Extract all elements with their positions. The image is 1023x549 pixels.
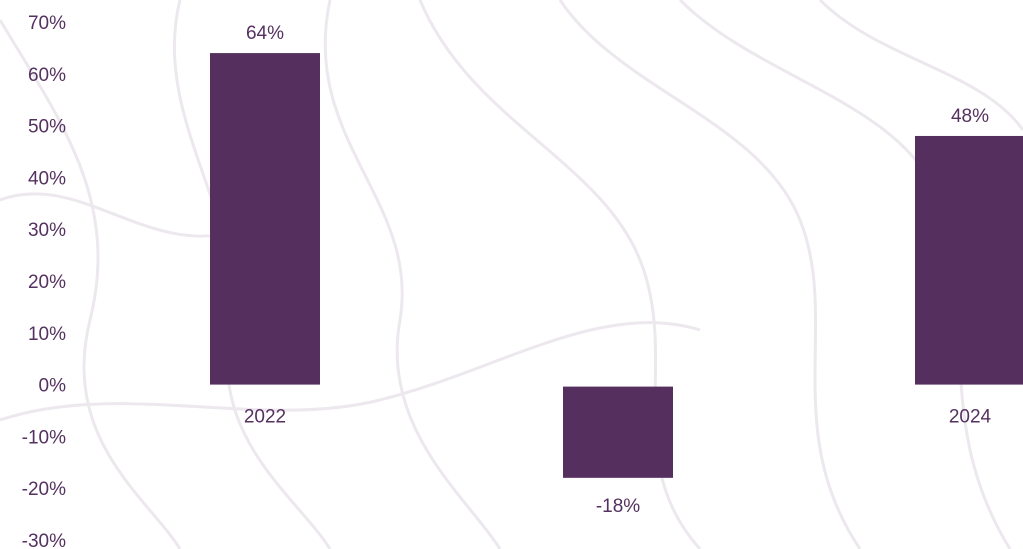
y-tick-label: 70% bbox=[28, 13, 66, 34]
y-tick-label: -30% bbox=[22, 531, 66, 549]
bar bbox=[915, 135, 1023, 385]
background-curve bbox=[558, 0, 862, 549]
y-tick-label: -10% bbox=[22, 427, 66, 448]
value-labels: 64% -18% 48% bbox=[246, 23, 989, 517]
background-curve bbox=[0, 192, 241, 238]
y-tick-label: 30% bbox=[28, 220, 66, 241]
y-tick-label: 0% bbox=[39, 376, 67, 397]
data-label: 48% bbox=[951, 106, 989, 127]
data-label: -18% bbox=[596, 496, 640, 517]
y-tick-label: 10% bbox=[28, 324, 66, 345]
y-tick-label: 60% bbox=[28, 65, 66, 86]
y-tick-label: -20% bbox=[22, 479, 66, 500]
category-labels: 2022 2024 bbox=[244, 407, 992, 428]
bars bbox=[210, 53, 1023, 478]
y-axis: 70% 60% 50% 40% 30% 20% 10% 0% -10% -20% -30% bbox=[22, 13, 66, 549]
y-tick-label: 50% bbox=[28, 117, 66, 138]
data-label: 64% bbox=[246, 23, 284, 44]
x-tick-label: 2022 bbox=[244, 407, 286, 428]
background-curve bbox=[0, 321, 701, 422]
bar bbox=[563, 386, 673, 478]
background-curve bbox=[0, 19, 182, 549]
background-curve bbox=[323, 0, 502, 549]
bar bbox=[210, 53, 320, 385]
x-tick-label: 2024 bbox=[949, 407, 992, 428]
background-curve bbox=[818, 0, 1023, 131]
y-tick-label: 40% bbox=[28, 168, 66, 189]
y-tick-label: 20% bbox=[28, 272, 66, 293]
